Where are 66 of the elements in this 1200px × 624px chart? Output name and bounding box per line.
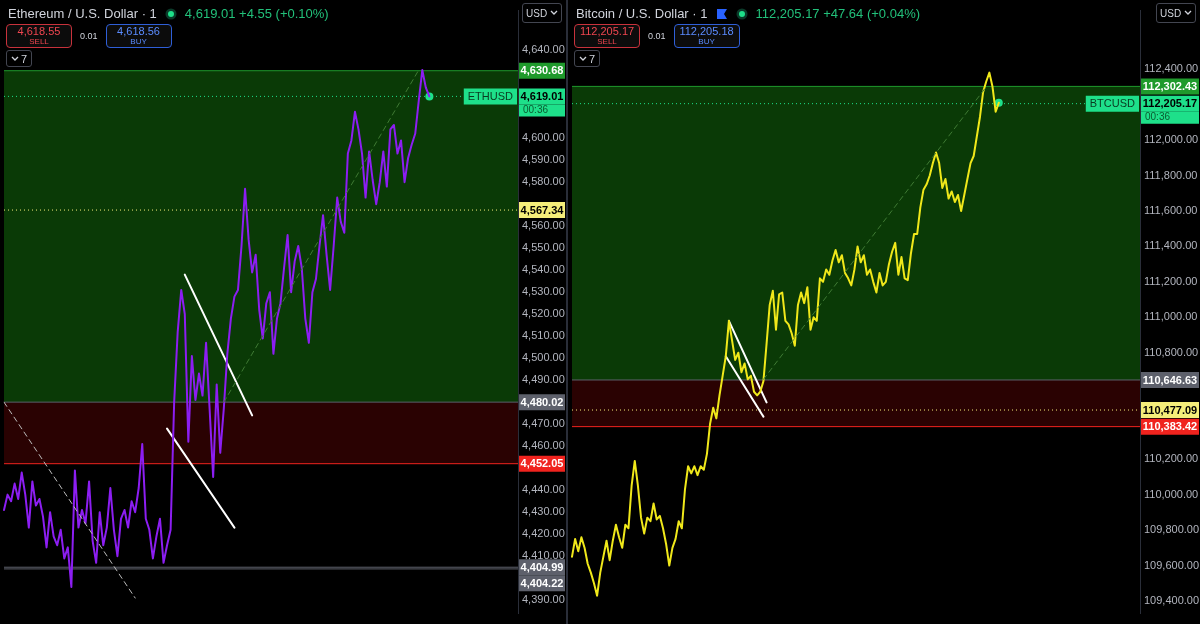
text: 00:36	[1145, 111, 1171, 123]
y-tick-label: 4,460.00	[522, 439, 565, 452]
y-tick-label: 111,800.00	[1144, 168, 1198, 181]
y-tick-label: 4,420.00	[522, 527, 565, 540]
ref-line-label: 112,205.17	[1142, 97, 1198, 110]
ref-line-label: 4,452.05	[520, 457, 564, 470]
y-tick-label: 109,600.00	[1144, 558, 1200, 571]
y-tick-label: 4,550.00	[522, 241, 565, 254]
y-tick-label: 111,600.00	[1144, 203, 1198, 216]
y-tick-label: 112,400.00	[1144, 62, 1199, 75]
annotation: BUY	[130, 37, 147, 46]
ref-line-label: 110,477.09	[1142, 403, 1198, 416]
text: 00:36	[523, 104, 549, 116]
y-tick-label: 4,390.00	[522, 593, 565, 606]
y-tick-label: 112,000.00	[1144, 133, 1199, 146]
annotation: 112,205.18	[679, 25, 734, 37]
annotation: BUY	[698, 37, 715, 46]
annotation: 0.01	[648, 31, 666, 41]
chart-title: Ethereum / U.S. Dollar · 1	[8, 6, 157, 21]
chart-subtitle: 4,619.01 +4.55 (+0.10%)	[184, 6, 329, 21]
y-tick-label: 111,000.00	[1144, 310, 1198, 323]
chart-subtitle: 112,205.17 +47.64 (+0.04%)	[755, 6, 921, 21]
y-tick-label: 110,000.00	[1144, 487, 1199, 500]
y-tick-label: 4,500.00	[522, 351, 565, 364]
y-tick-label: 4,580.00	[522, 175, 565, 188]
y-tick-label: 4,490.00	[522, 373, 565, 386]
ref-line-label: 110,383.42	[1142, 420, 1198, 433]
y-tick-label: 4,410.00	[522, 549, 565, 562]
ref-line-label: 4,480.02	[520, 395, 564, 408]
annotation: ETHUSD	[467, 89, 514, 102]
y-tick-label: 4,590.00	[522, 153, 565, 166]
text: USD	[526, 7, 548, 19]
ref-line-label: 4,619.01	[520, 89, 564, 102]
y-tick-label: 4,470.00	[522, 417, 565, 430]
y-tick-label: 4,430.00	[522, 505, 565, 518]
y-tick-label: 4,530.00	[522, 285, 565, 298]
annotation: 4,618.55	[17, 25, 61, 37]
annotation: 4,618.56	[117, 25, 160, 37]
y-tick-label: 4,600.00	[522, 131, 565, 144]
y-tick-label: 4,560.00	[522, 219, 565, 232]
ref-line-label: 4,404.99	[520, 560, 564, 573]
y-tick-label: 109,800.00	[1144, 523, 1200, 536]
ref-line-label: 4,567.34	[520, 203, 565, 216]
annotation: SELL	[29, 37, 49, 46]
text: USD	[1160, 7, 1182, 19]
annotation: 7	[589, 52, 596, 65]
ref-line-label: 110,646.63	[1142, 373, 1198, 386]
y-tick-label: 4,440.00	[522, 483, 565, 496]
ref-line-label: 4,630.68	[520, 64, 564, 77]
legend-label: 4,404.22	[520, 576, 564, 589]
y-tick-label: 110,200.00	[1144, 452, 1199, 465]
annotation: BTCUSD	[1089, 97, 1136, 110]
annotation: 7	[21, 52, 28, 65]
y-tick-label: 4,520.00	[522, 307, 565, 320]
y-tick-label: 110,800.00	[1144, 345, 1199, 358]
ref-line-label: 112,302.43	[1142, 79, 1198, 92]
y-tick-label: 4,540.00	[522, 263, 565, 276]
y-tick-label: 4,510.00	[522, 329, 565, 342]
y-tick-label: 4,640.00	[522, 43, 565, 56]
y-tick-label: 111,200.00	[1144, 274, 1198, 287]
annotation: 0.01	[80, 31, 98, 41]
chart-title: Bitcoin / U.S. Dollar · 1	[576, 6, 708, 21]
y-tick-label: 109,400.00	[1144, 594, 1200, 607]
annotation: SELL	[597, 37, 617, 46]
annotation: 112,205.17	[579, 25, 635, 37]
y-tick-label: 111,400.00	[1144, 239, 1198, 252]
